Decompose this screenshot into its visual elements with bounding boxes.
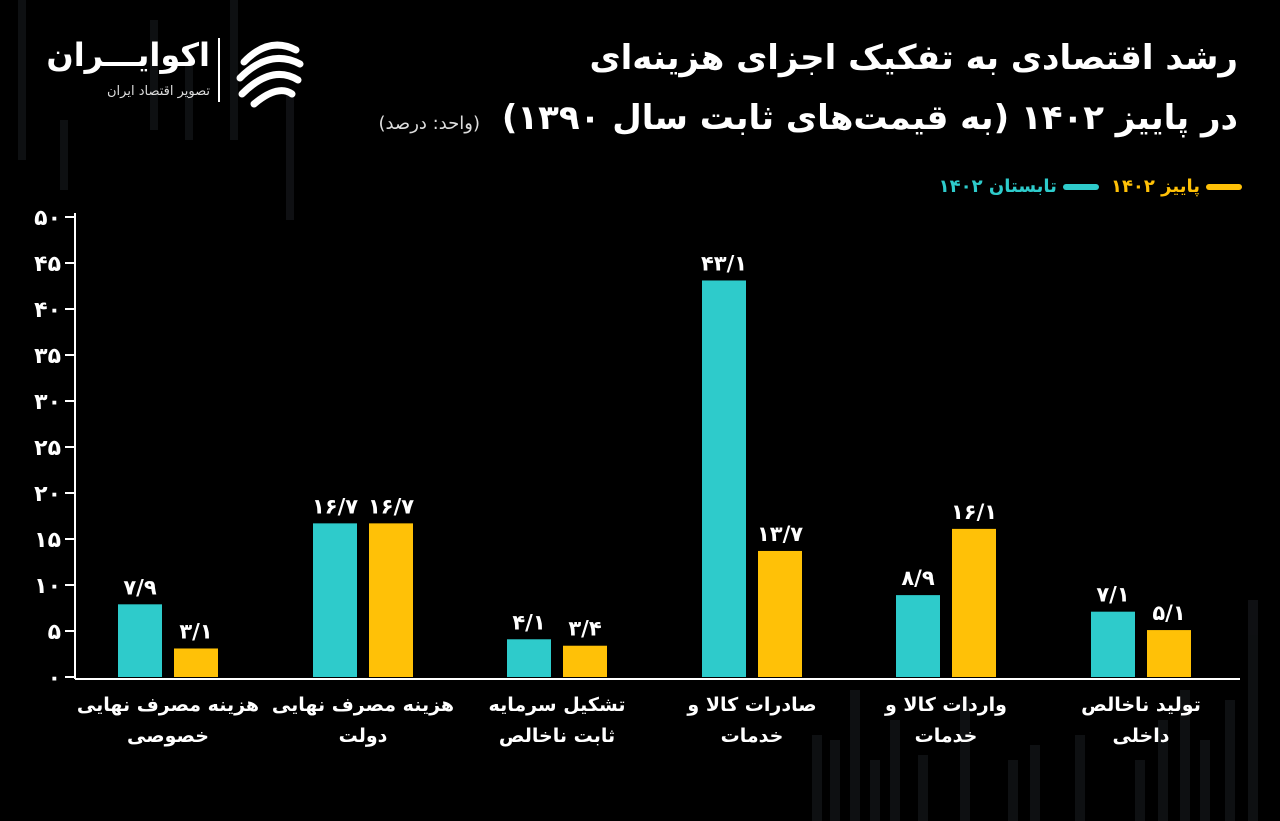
bar-summer (702, 280, 746, 677)
category-label: هزینه مصرف نهایی دولت (258, 690, 468, 752)
data-label: ۷/۱ (1096, 583, 1129, 607)
data-label: ۱۶/۱ (951, 500, 997, 524)
y-tick-label: ۲۵ (34, 436, 61, 461)
bar-autumn (952, 528, 996, 677)
bar-autumn (563, 645, 607, 677)
data-label: ۴/۱ (512, 610, 545, 634)
legend-item-autumn: پاییز ۱۴۰۲ (1111, 176, 1242, 197)
data-label: ۱۳/۷ (757, 522, 803, 546)
y-tick-label: ۱۵ (34, 528, 61, 553)
data-label: ۷/۹ (123, 575, 156, 599)
legend-label-summer: تابستان ۱۴۰۲ (938, 176, 1057, 197)
category-label: صادرات کالا و خدمات (647, 690, 857, 752)
legend-swatch-autumn (1206, 183, 1242, 190)
y-tick-label: ۱۰ (34, 574, 61, 599)
y-tick-label: ۵۰ (34, 206, 61, 231)
data-label: ۳/۱ (179, 619, 212, 643)
data-label: ۱۶/۷ (312, 494, 358, 518)
category-label-line: خدمات (720, 725, 784, 747)
category-label-line: داخلی (1112, 725, 1170, 747)
category-label: واردات کالا و خدمات (841, 690, 1051, 752)
category-label-line: هزینه مصرف نهایی (76, 694, 260, 716)
data-label: ۴۳/۱ (701, 251, 747, 275)
y-tick-label: ۴۰ (34, 298, 61, 323)
category-label-line: صادرات کالا و (687, 694, 817, 716)
logo-subtitle: تصویر اقتصاد ایران (107, 84, 210, 99)
category-label-line: واردات کالا و (885, 694, 1007, 716)
category-label-line: هزینه مصرف نهایی (271, 694, 455, 716)
bar-summer (1091, 611, 1135, 677)
y-tick-label: ۵ (48, 620, 61, 645)
bar-autumn (1147, 630, 1191, 677)
bar-autumn (369, 523, 413, 677)
legend-item-summer: تابستان ۱۴۰۲ (939, 176, 1099, 197)
y-tick-label: ۳۰ (34, 390, 61, 415)
legend: پاییز ۱۴۰۲ تابستان ۱۴۰۲ (939, 176, 1242, 197)
category-label-line: تشکیل سرمایه (488, 694, 626, 716)
data-label: ۳/۴ (568, 617, 601, 641)
legend-label-autumn: پاییز ۱۴۰۲ (1110, 176, 1200, 197)
bar-summer (896, 595, 940, 677)
data-label: ۱۶/۷ (368, 494, 414, 518)
bar-summer (313, 523, 357, 677)
ecoiran-logo-icon (236, 41, 304, 108)
bar-autumn (174, 648, 218, 677)
y-tick-label: ۰ (48, 666, 61, 691)
chart-title: رشد اقتصادی به تفکیک اجزای هزینه‌ای در پ… (378, 28, 1238, 154)
y-tick-label: ۴۵ (34, 252, 61, 277)
unit-label: (واحد: درصد) (378, 113, 480, 134)
category-label-line: تولید ناخالص (1081, 694, 1201, 716)
category-label: تولید ناخالص داخلی (1036, 690, 1246, 752)
category-label-line: خصوصی (127, 725, 209, 747)
title-line-1: رشد اقتصادی به تفکیک اجزای هزینه‌ای (589, 38, 1238, 78)
y-tick-label: ۳۵ (34, 344, 61, 369)
logo-separator (218, 38, 220, 102)
bar-autumn (758, 550, 802, 677)
bar-summer (507, 639, 551, 677)
title-line-2-text: در پاییز ۱۴۰۲ (به قیمت‌های ثابت سال ۱۳۹۰… (501, 98, 1238, 138)
category-label: هزینه مصرف نهایی خصوصی (63, 690, 273, 752)
category-label-line: ثابت ناخالص (498, 725, 616, 747)
bar-summer (118, 604, 162, 677)
logo: اکوایـــران تصویر اقتصاد ایران (46, 32, 320, 112)
logo-name: اکوایـــران (46, 36, 210, 74)
y-tick-label: ۲۰ (34, 482, 61, 507)
legend-swatch-summer (1062, 183, 1099, 190)
title-line-2: در پاییز ۱۴۰۲ (به قیمت‌های ثابت سال ۱۳۹۰… (378, 88, 1238, 154)
data-label: ۵/۱ (1152, 601, 1185, 625)
category-label: تشکیل سرمایه ثابت ناخالص (452, 690, 662, 752)
category-label-line: خدمات (914, 725, 978, 747)
data-label: ۸/۹ (901, 566, 934, 590)
category-label-line: دولت (338, 725, 388, 747)
